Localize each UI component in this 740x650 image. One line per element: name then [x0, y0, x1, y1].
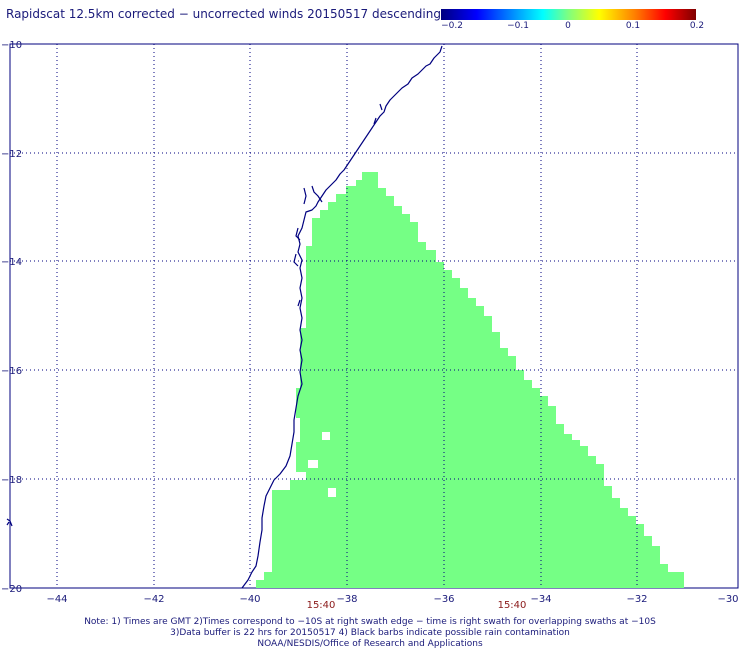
credit-line: NOAA/NESDIS/Office of Research and Appli… — [257, 639, 483, 649]
lon-label: −44 — [46, 594, 67, 605]
lon-label: −38 — [336, 594, 357, 605]
lon-label: −42 — [143, 594, 164, 605]
lon-label: −34 — [530, 594, 551, 605]
note-line: Note: 1) Times are GMT 2)Times correspon… — [84, 617, 656, 627]
coastline-detail — [6, 518, 13, 527]
colorbar-tick: −0.1 — [507, 21, 529, 31]
colorbar — [441, 9, 696, 20]
wind-swath — [256, 172, 684, 588]
lat-label: −12 — [1, 149, 22, 160]
time-label: 15:40 — [307, 600, 336, 611]
lon-label: −32 — [626, 594, 647, 605]
missing-cell — [322, 432, 330, 440]
time-label: 15:40 — [498, 600, 527, 611]
missing-cell — [328, 488, 336, 497]
lon-label: −36 — [433, 594, 454, 605]
colorbar-tick: 0.2 — [689, 21, 705, 31]
lat-label: −18 — [1, 475, 22, 486]
colorbar-tick: −0.2 — [441, 21, 463, 31]
lat-label: −14 — [1, 257, 22, 268]
coastline-detail — [293, 103, 383, 307]
missing-cell — [308, 460, 318, 468]
lon-label: −40 — [239, 594, 260, 605]
colorbar-tick: 0 — [565, 21, 571, 31]
coastline — [241, 45, 443, 589]
lat-label: −10 — [1, 40, 22, 51]
lon-label: −30 — [717, 594, 738, 605]
note-line: 3)Data buffer is 22 hrs for 20150517 4) … — [170, 628, 570, 638]
grid — [10, 44, 738, 588]
lat-label: −20 — [1, 584, 22, 595]
colorbar-tick: 0.1 — [625, 21, 641, 31]
map-title: Rapidscat 12.5km corrected − uncorrected… — [6, 7, 441, 21]
lat-label: −16 — [1, 366, 22, 377]
